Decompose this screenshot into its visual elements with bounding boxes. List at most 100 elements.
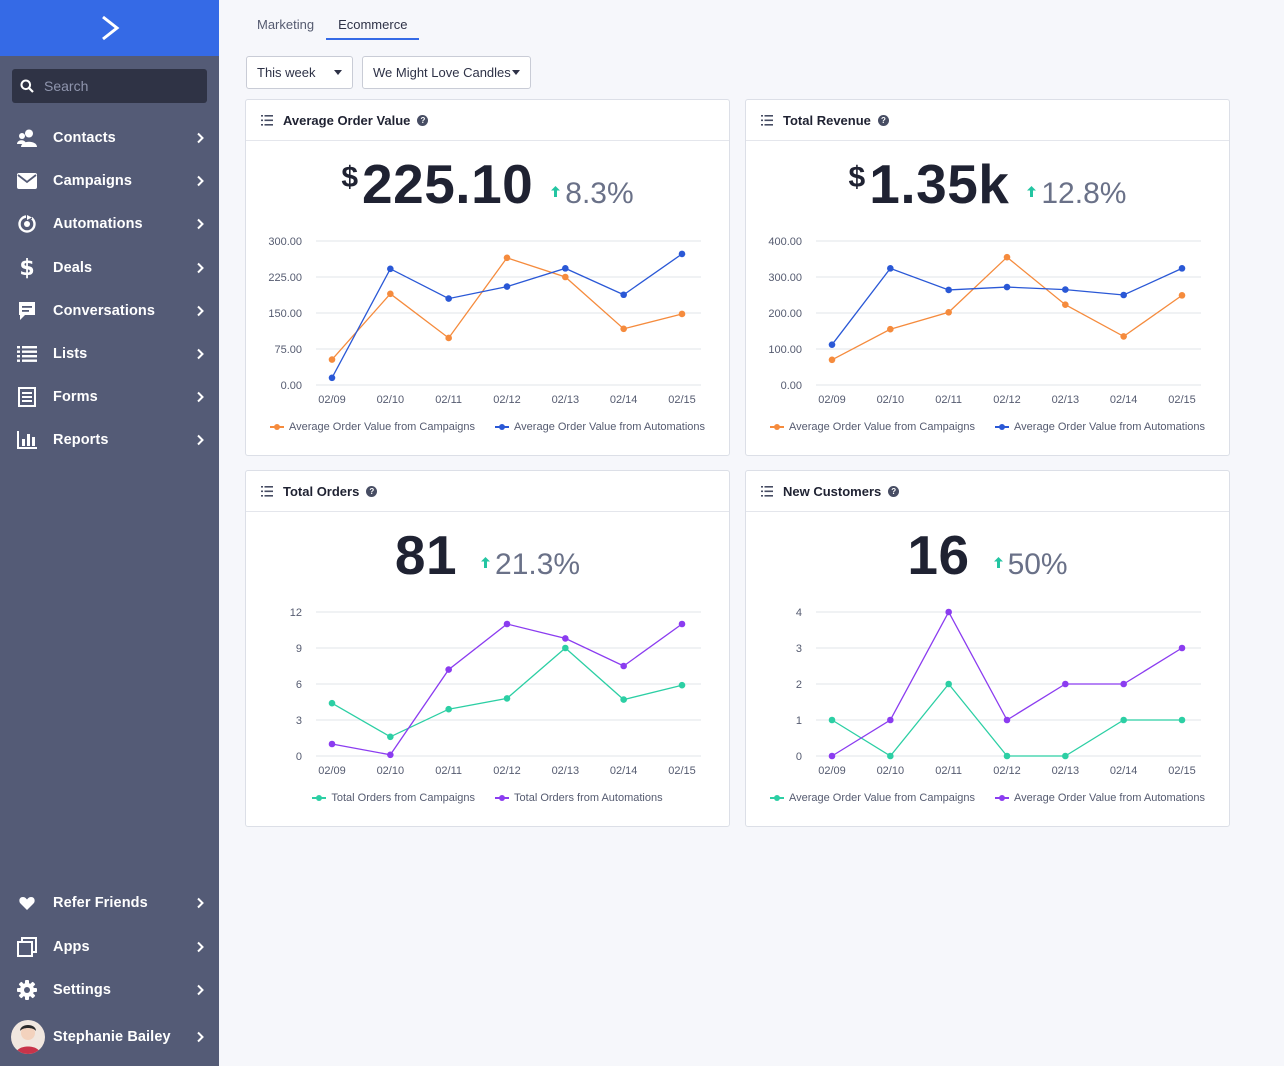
data-point [678, 310, 686, 318]
legend-item: Average Order Value from Campaigns [769, 792, 975, 804]
x-tick-label: 02/13 [1052, 765, 1080, 777]
kpi-change: 50% [1007, 548, 1068, 581]
y-tick-label: 4 [796, 607, 802, 619]
data-point [503, 283, 511, 290]
avatar [11, 1020, 45, 1054]
chart-legend: Average Order Value from Campaigns Avera… [746, 421, 1229, 433]
user-name: Stephanie Bailey [53, 1029, 171, 1045]
chevron-right-icon [197, 1031, 204, 1043]
x-tick-label: 02/13 [552, 394, 580, 406]
kpi-value: 225.10 [362, 153, 534, 215]
sidebar-item-user[interactable]: Stephanie Bailey [0, 1017, 219, 1057]
sidebar-item-label: Settings [53, 982, 111, 998]
chevron-right-icon [197, 391, 204, 403]
legend-swatch [995, 424, 1010, 430]
sidebar-item-campaigns[interactable]: Campaigns [0, 161, 219, 201]
data-point [562, 265, 569, 272]
tab-marketing[interactable]: Marketing [257, 17, 315, 32]
card-total-orders: Total Orders ? 81 21.3% 0 3 6 9 12 02/09 02/10… [245, 470, 730, 827]
chevron-right-icon [197, 897, 204, 909]
legend-label: Average Order Value from Campaigns [288, 421, 476, 433]
legend-label: Average Order Value from Automations [514, 421, 706, 433]
sidebar-item-label: Campaigns [53, 173, 133, 189]
legend-item: Average Order Value from Automations [995, 792, 1205, 804]
legend-swatch [769, 795, 784, 801]
data-point [1178, 265, 1186, 272]
list-menu-icon[interactable] [761, 485, 773, 497]
caret-down-icon [512, 70, 520, 75]
x-tick-label: 02/09 [818, 765, 846, 777]
x-tick-label: 02/09 [318, 765, 346, 777]
store-select[interactable]: We Might Love Candles [362, 56, 531, 89]
sidebar-item-conversations[interactable]: Conversations [0, 291, 219, 331]
x-tick-label: 02/09 [318, 394, 346, 406]
help-icon[interactable]: ? [366, 485, 378, 497]
legend-item: Total Orders from Campaigns [312, 792, 475, 804]
help-icon[interactable]: ? [888, 485, 900, 497]
data-point [445, 666, 452, 673]
y-tick-label: 75.00 [274, 344, 302, 356]
y-tick-label: 150.00 [268, 308, 302, 320]
help-icon[interactable]: ? [877, 114, 889, 126]
list-menu-icon[interactable] [261, 485, 273, 497]
list-menu-icon[interactable] [261, 114, 273, 126]
card-header: Average Order Value ? [246, 100, 729, 141]
data-point [678, 620, 686, 628]
card-title: Average Order Value [283, 112, 411, 128]
data-point [1062, 752, 1069, 760]
data-point [887, 716, 894, 724]
sidebar-item-forms[interactable]: Forms [0, 377, 219, 417]
sidebar-item-apps[interactable]: Apps [0, 927, 219, 967]
legend-item: Average Order Value from Campaigns [269, 421, 476, 433]
y-tick-label: 2 [796, 679, 802, 691]
search-input[interactable]: Search [12, 69, 207, 103]
gear-icon [16, 979, 38, 1001]
kpi-currency: $ [848, 161, 866, 194]
x-tick-label: 02/10 [877, 765, 905, 777]
x-tick-label: 02/10 [877, 394, 905, 406]
data-point [445, 295, 452, 302]
legend-swatch [995, 795, 1010, 801]
x-tick-label: 02/15 [668, 394, 696, 406]
tab-ecommerce[interactable]: Ecommerce [326, 8, 420, 40]
x-tick-label: 02/12 [493, 765, 521, 777]
sidebar-item-lists[interactable]: Lists [0, 334, 219, 374]
kpi: $ 1.35k 12.8% [746, 152, 1229, 216]
heart-icon [16, 892, 38, 914]
data-point [503, 695, 511, 702]
chat-icon [16, 300, 38, 322]
x-tick-label: 02/13 [1052, 394, 1080, 406]
period-select[interactable]: This week [246, 56, 353, 89]
contacts-icon [16, 127, 38, 149]
x-tick-label: 02/11 [935, 765, 962, 777]
x-tick-label: 02/14 [610, 765, 638, 777]
x-tick-label: 02/12 [993, 394, 1021, 406]
card-title: Total Orders [283, 483, 360, 499]
x-tick-label: 02/13 [552, 765, 580, 777]
y-tick-label: 0 [296, 751, 302, 763]
data-point [1178, 716, 1186, 724]
sidebar-item-automations[interactable]: Automations [0, 204, 219, 244]
sidebar-item-settings[interactable]: Settings [0, 970, 219, 1010]
data-point [620, 291, 627, 299]
sidebar-item-deals[interactable]: $ Deals [0, 248, 219, 288]
sidebar-item-contacts[interactable]: Contacts [0, 118, 219, 158]
list-menu-icon[interactable] [761, 114, 773, 126]
data-point [1062, 286, 1069, 293]
chevron-right-icon [197, 305, 204, 317]
data-point [1178, 644, 1186, 652]
chevron-right-icon [197, 218, 204, 230]
data-point [503, 620, 511, 628]
data-point [945, 608, 952, 616]
data-point [328, 374, 336, 382]
chevron-right-icon [197, 262, 204, 274]
y-tick-label: 100.00 [768, 344, 802, 356]
sidebar-item-reports[interactable]: Reports [0, 420, 219, 460]
y-tick-label: 200.00 [768, 308, 802, 320]
logo-bar[interactable] [0, 0, 219, 56]
help-icon[interactable]: ? [417, 114, 429, 126]
automation-icon [16, 213, 38, 235]
sidebar-item-label: Deals [53, 260, 93, 276]
sidebar-item-refer-friends[interactable]: Refer Friends [0, 883, 219, 923]
x-tick-label: 02/09 [818, 394, 846, 406]
